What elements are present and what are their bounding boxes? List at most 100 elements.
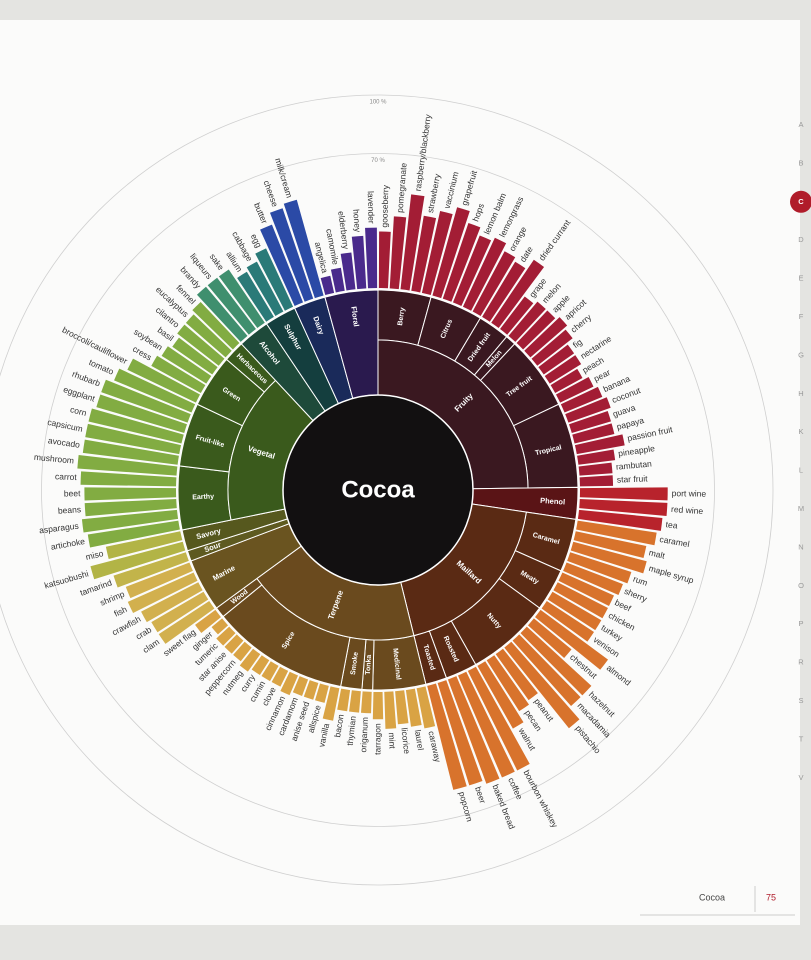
flavor-bar (560, 386, 603, 413)
flavor-bar (378, 231, 391, 289)
flavor-bar (452, 235, 492, 306)
index-letter[interactable]: R (798, 658, 804, 667)
index-letter[interactable]: B (798, 158, 803, 167)
flavor-bar (567, 552, 632, 584)
flavor-bar (508, 301, 546, 342)
flavor-bar (101, 379, 191, 423)
index-letter[interactable]: S (798, 696, 803, 705)
flavor-bar (269, 208, 314, 302)
index-tab-active (790, 190, 811, 213)
page-number: 75 (766, 892, 776, 902)
flavor-bar (81, 509, 179, 533)
flavor-bar (195, 609, 221, 633)
flavor-bar (158, 600, 215, 644)
flavor-label: mushroom (34, 452, 75, 466)
flavor-bar (315, 683, 329, 703)
flavor-bar (105, 531, 183, 559)
flavor-label: carrot (55, 471, 78, 482)
flavor-bar (218, 269, 265, 328)
flavor-bar (486, 655, 530, 712)
flavor-bar (462, 237, 507, 311)
index-letter[interactable]: O (798, 581, 804, 590)
index-letter[interactable]: N (798, 542, 803, 551)
subgroup-label: Medicinal (391, 648, 401, 681)
flavor-bar (576, 520, 657, 546)
flavor-label: honey (351, 209, 363, 234)
flavor-label: beans (58, 504, 82, 516)
index-letter[interactable]: D (798, 235, 804, 244)
flavor-bar (577, 449, 616, 465)
index-letter[interactable]: E (798, 274, 803, 283)
flavor-bar (524, 317, 568, 358)
flavor-label: asparagus (39, 521, 80, 536)
flavor-bar (365, 227, 378, 289)
flavor-bar (384, 691, 397, 729)
index-letter[interactable]: A (798, 120, 803, 129)
flavor-bar (239, 648, 261, 672)
flavor-label: tea (665, 519, 678, 530)
flavor-bar (547, 591, 602, 631)
flavor-bar (141, 582, 203, 623)
flavor-bar (516, 310, 556, 350)
index-letter[interactable]: K (798, 427, 803, 436)
index-letter[interactable]: G (798, 350, 804, 359)
flavor-label: gooseberry (379, 184, 390, 228)
flavor-label: avocado (47, 435, 81, 450)
subgroup-label: Tonka (365, 654, 373, 675)
flavor-label: thymian (345, 715, 358, 746)
grid-ring (41, 153, 715, 827)
flavor-bar (283, 199, 324, 299)
flavor-bar (495, 648, 538, 701)
flavor-bar (320, 275, 335, 296)
index-letter[interactable]: C (798, 197, 804, 206)
index-letter[interactable]: L (799, 466, 803, 475)
flavor-bar (527, 618, 572, 658)
flavor-bar (211, 618, 229, 635)
flavor-bar (395, 690, 409, 725)
flavor-bar (237, 271, 274, 322)
subgroup-label: Berry (397, 307, 406, 326)
flavor-label: laurel (413, 729, 426, 751)
flavor-label: origanum (358, 717, 370, 753)
flavor-bar (196, 286, 248, 342)
flavor-bar (255, 248, 294, 311)
flavor-bar (185, 314, 232, 358)
flavor-bar (457, 671, 515, 778)
flavor-bar (500, 296, 534, 335)
index-letter[interactable]: F (799, 312, 804, 321)
flavor-bar (260, 224, 304, 306)
flavor-bar (207, 277, 256, 335)
flavor-label: malt (648, 547, 667, 561)
flavor-bar (280, 671, 299, 696)
flavor-label: licorice (399, 727, 412, 755)
flavor-label: mint (387, 732, 398, 749)
flavor-bar (544, 355, 582, 384)
index-letter[interactable]: V (798, 773, 803, 782)
flavor-bar (151, 591, 209, 633)
flavor-bar (472, 251, 516, 316)
flavor-bar (125, 562, 193, 599)
index-letter[interactable]: P (798, 619, 803, 628)
center-disc (282, 394, 474, 586)
flavor-label: red wine (671, 504, 704, 516)
flavor-bar (578, 462, 613, 476)
flavor-bar (216, 626, 236, 646)
group-label: Floral (349, 306, 361, 327)
flavor-bar (251, 655, 270, 676)
index-letter[interactable]: H (798, 389, 803, 398)
index-letter[interactable]: M (798, 504, 804, 513)
flavor-bar (491, 259, 545, 328)
flavor-bar (177, 324, 225, 366)
flavor-bar (372, 691, 384, 720)
flavor-bar (400, 194, 425, 291)
flavor-bar (172, 337, 218, 375)
flavor-bar (558, 572, 614, 607)
flavor-bar (271, 666, 289, 687)
flavor-bar (565, 397, 611, 423)
flavor-bar (351, 235, 367, 290)
flavor-bar (574, 434, 625, 455)
index-letter[interactable]: T (799, 734, 804, 743)
flavor-bar (161, 346, 212, 384)
